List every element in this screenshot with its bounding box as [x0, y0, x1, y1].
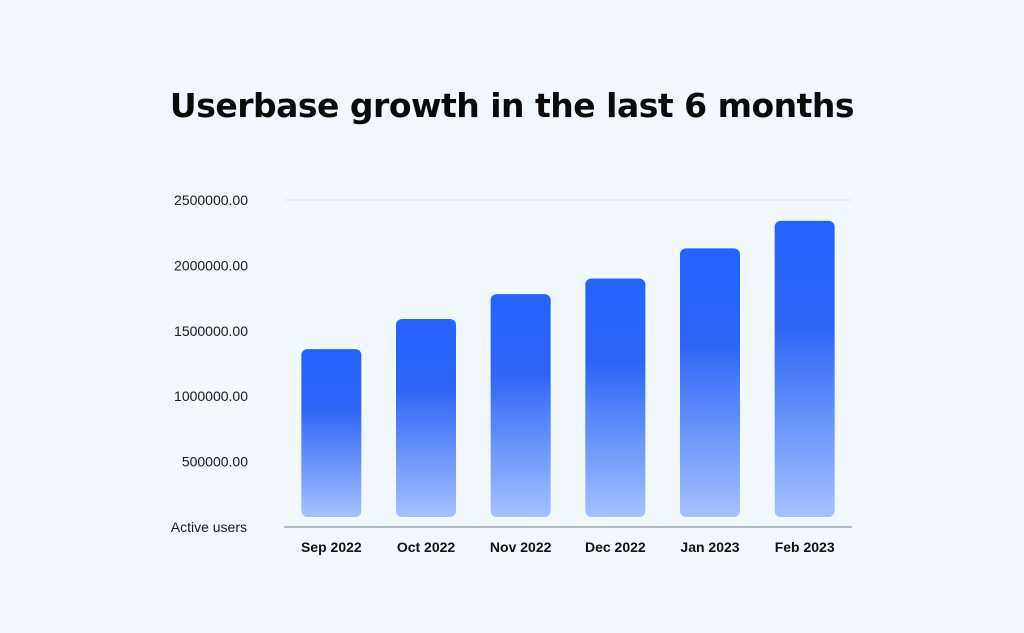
x-tick-labels: Sep 2022 Oct 2022 Nov 2022 Dec 2022 Jan 2023… — [301, 539, 835, 555]
bar — [680, 248, 740, 517]
bars — [301, 220, 835, 518]
x-tick-label: Oct 2022 — [397, 539, 456, 555]
x-tick-label: Dec 2022 — [585, 539, 646, 555]
x-tick-label: Nov 2022 — [490, 539, 552, 555]
bar — [490, 294, 551, 517]
y-axis-label: Active users — [171, 519, 247, 535]
bar — [396, 319, 456, 517]
y-tick-label: 500000.00 — [182, 454, 248, 470]
bar — [585, 278, 646, 517]
y-tick-label: 2000000.00 — [174, 257, 248, 273]
y-tick-label: 2500000.00 — [174, 192, 248, 208]
y-tick-labels: 500000.00 1000000.00 1500000.00 2000000.00 2… — [174, 192, 248, 470]
x-tick-label: Jan 2023 — [680, 539, 739, 555]
y-tick-label: 1500000.00 — [174, 323, 248, 339]
bar — [774, 220, 835, 518]
x-tick-label: Feb 2023 — [775, 539, 835, 555]
bar — [301, 349, 362, 517]
chart-title: Userbase growth in the last 6 months — [169, 86, 855, 125]
x-tick-label: Sep 2022 — [301, 539, 362, 555]
y-tick-label: 1000000.00 — [174, 388, 248, 404]
